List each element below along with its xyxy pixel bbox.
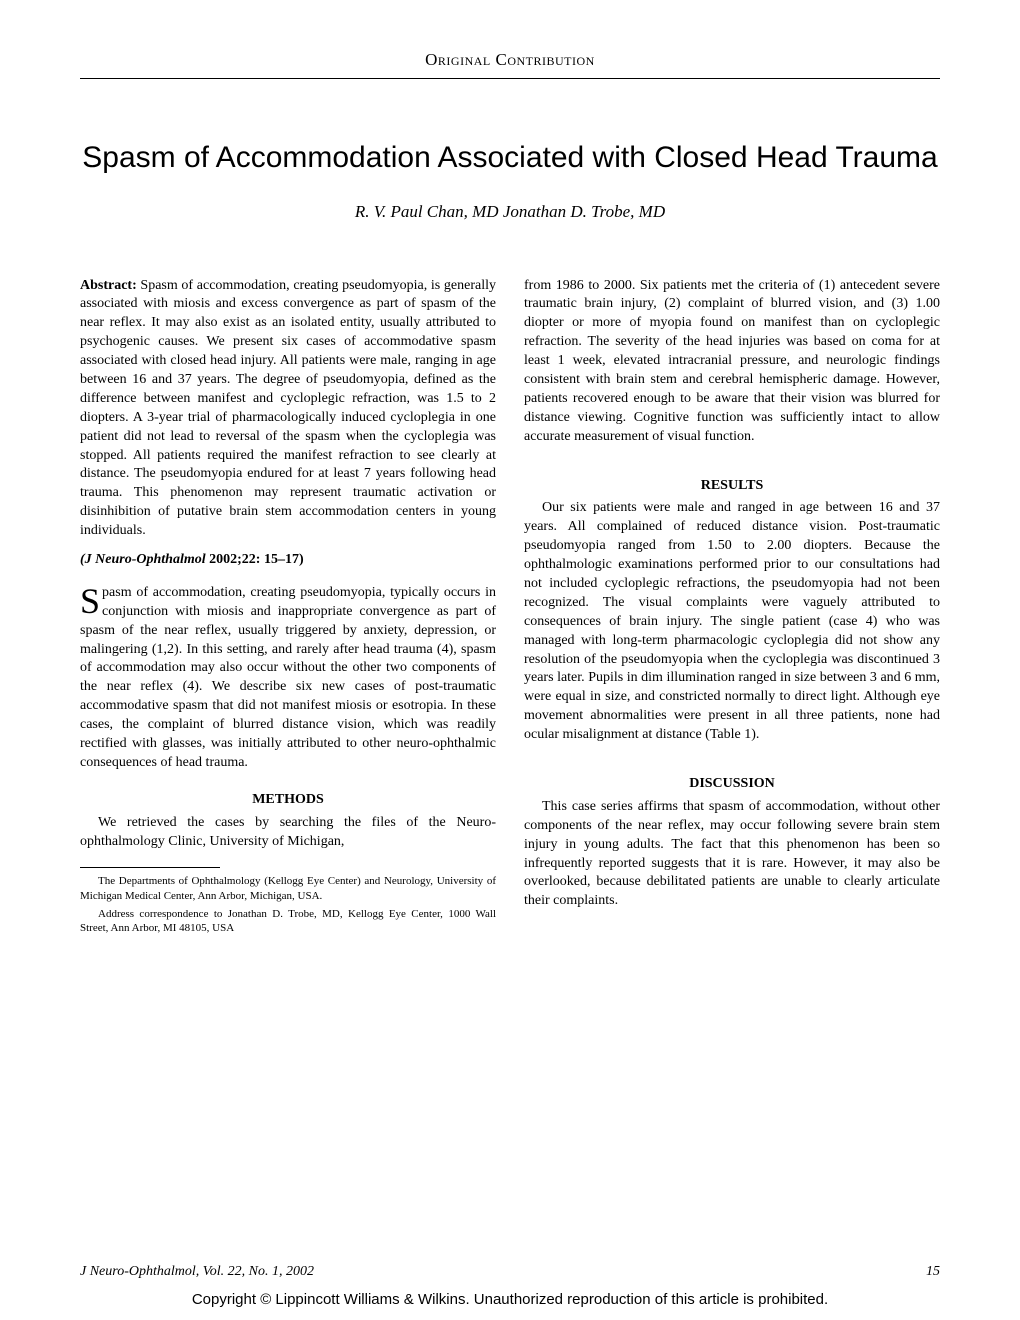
- page-number: 15: [926, 1264, 940, 1280]
- page-footer: J Neuro-Ophthalmol, Vol. 22, No. 1, 2002…: [80, 1264, 940, 1280]
- affiliation-line2: Address correspondence to Jonathan D. Tr…: [80, 907, 496, 936]
- citation: (J Neuro-Ophthalmol 2002;22: 15–17): [80, 551, 496, 570]
- authors: R. V. Paul Chan, MD Jonathan D. Trobe, M…: [80, 202, 940, 222]
- discussion-text: This case series affirms that spasm of a…: [524, 798, 940, 911]
- affiliation-line1: The Departments of Ophthalmology (Kellog…: [80, 874, 496, 903]
- abstract-label: Abstract:: [80, 278, 137, 293]
- results-text: Our six patients were male and ranged in…: [524, 499, 940, 745]
- results-heading: RESULTS: [524, 477, 940, 496]
- dropcap: S: [80, 584, 102, 617]
- citation-journal: (J Neuro-Ophthalmol: [80, 552, 206, 567]
- methods-heading: METHODS: [80, 791, 496, 810]
- abstract: Abstract: Spasm of accommodation, creati…: [80, 277, 496, 541]
- article-title: Spasm of Accommodation Associated with C…: [80, 139, 940, 177]
- copyright-notice: Copyright © Lippincott Williams & Wilkin…: [0, 1291, 1020, 1308]
- citation-details: 2002;22: 15–17): [206, 552, 304, 567]
- journal-reference: J Neuro-Ophthalmol, Vol. 22, No. 1, 2002: [80, 1264, 314, 1280]
- intro-paragraph: Spasm of accommodation, creating pseudom…: [80, 584, 496, 773]
- intro-text: pasm of accommodation, creating pseudomy…: [80, 585, 496, 770]
- methods-text-left: We retrieved the cases by searching the …: [80, 814, 496, 852]
- affiliation-divider: [80, 867, 220, 868]
- discussion-heading: DISCUSSION: [524, 775, 940, 794]
- methods-text-right: from 1986 to 2000. Six patients met the …: [524, 277, 940, 447]
- content-columns: Abstract: Spasm of accommodation, creati…: [80, 277, 940, 936]
- right-column: from 1986 to 2000. Six patients met the …: [524, 277, 940, 936]
- left-column: Abstract: Spasm of accommodation, creati…: [80, 277, 496, 936]
- section-header: Original Contribution: [80, 50, 940, 79]
- abstract-text: Spasm of accommodation, creating pseudom…: [80, 278, 496, 539]
- section-label: Original Contribution: [425, 50, 595, 69]
